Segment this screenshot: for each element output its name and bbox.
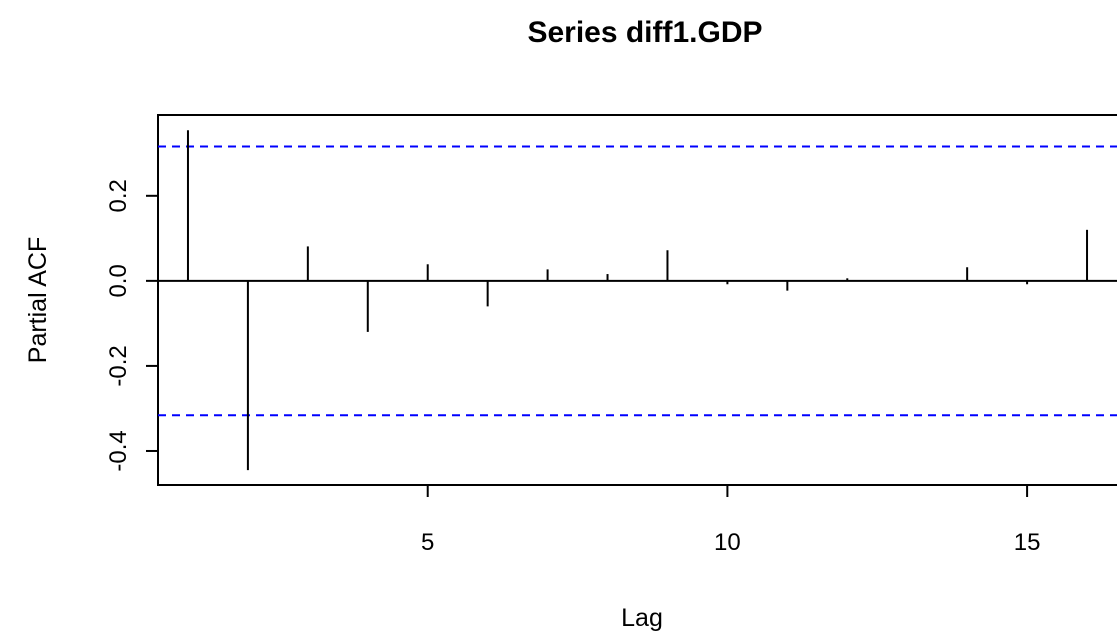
x-tick-label: 5 bbox=[421, 529, 434, 556]
y-tick-label: 0.0 bbox=[105, 264, 132, 297]
y-tick-label: -0.4 bbox=[105, 430, 132, 471]
x-tick-label: 15 bbox=[1014, 529, 1041, 556]
plot-area: 5 10 15 -0.4 -0.2 0.0 0.2 bbox=[105, 114, 1117, 556]
chart-title: Series diff1.GDP bbox=[527, 16, 762, 49]
y-tick-label: 0.2 bbox=[105, 179, 132, 212]
y-axis-label: Partial ACF bbox=[24, 237, 52, 363]
x-axis-label: Lag bbox=[621, 604, 663, 632]
y-tick-label: -0.2 bbox=[105, 345, 132, 386]
plot-frame bbox=[157, 114, 1117, 486]
x-tick-label: 10 bbox=[714, 529, 741, 556]
